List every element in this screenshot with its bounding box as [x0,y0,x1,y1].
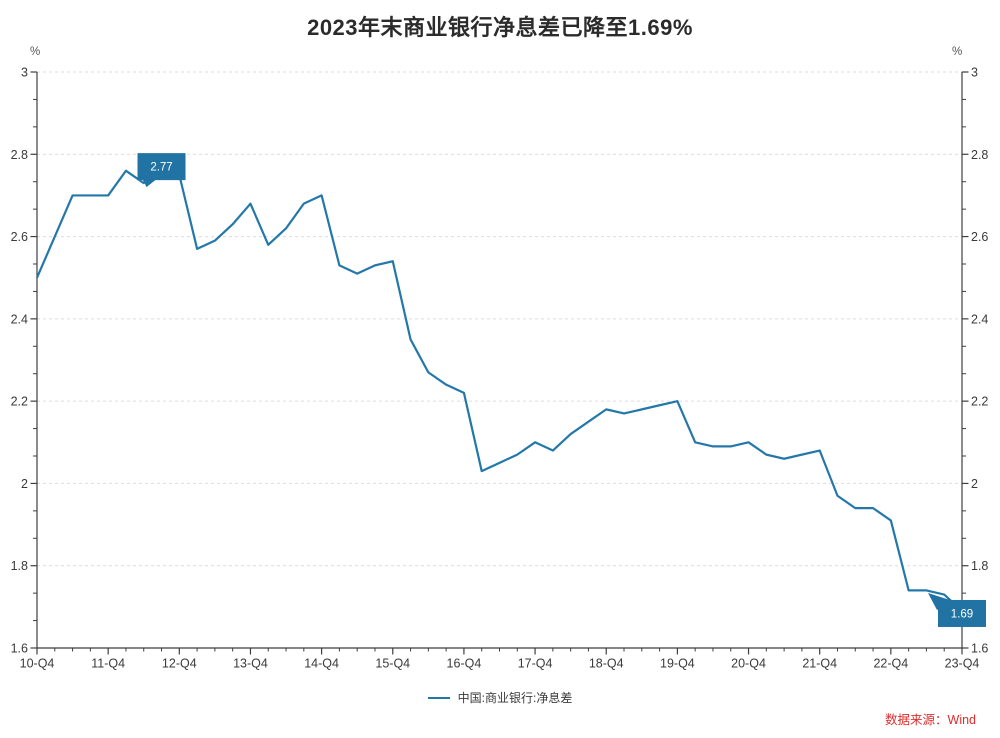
svg-text:14-Q4: 14-Q4 [304,657,339,671]
svg-text:1.8: 1.8 [11,559,28,573]
svg-text:1.6: 1.6 [971,642,988,656]
svg-text:2: 2 [971,477,978,491]
svg-text:2.8: 2.8 [971,148,988,162]
svg-text:2.77: 2.77 [150,162,172,174]
svg-text:2: 2 [21,477,28,491]
svg-text:2.8: 2.8 [11,148,28,162]
svg-text:10-Q4: 10-Q4 [20,657,55,671]
svg-text:19-Q4: 19-Q4 [660,657,695,671]
y-axis-unit-left: % [30,46,41,58]
svg-text:17-Q4: 17-Q4 [518,657,553,671]
y-axis-ticks: 3 3 2.8 2.8 2.6 2.6 2.4 2.4 2.2 2.2 2 2 1.8 1.8 1.6 1.6 [11,66,989,656]
svg-text:2.4: 2.4 [971,312,988,326]
svg-text:16-Q4: 16-Q4 [447,657,482,671]
legend-line-marker [427,696,450,699]
data-label-1.69: 1.69 [928,592,986,627]
x-axis-ticks: 10-Q4 11-Q4 12-Q4 13-Q4 14-Q4 15-Q4 16-Q4 17-Q4… [20,648,980,671]
y-gridlines [37,71,962,567]
svg-text:1.8: 1.8 [971,559,988,573]
svg-text:2.4: 2.4 [11,312,28,326]
y-axis-unit-right: % [952,46,963,58]
svg-text:15-Q4: 15-Q4 [375,657,410,671]
data-label-2.77: 2.77 [137,153,186,188]
svg-text:3: 3 [21,66,28,80]
data-source: 数据来源：Wind [885,713,976,727]
legend: 中国:商业银行:净息差 [0,689,1000,706]
svg-text:2.6: 2.6 [11,230,28,244]
svg-text:1.6: 1.6 [11,642,28,656]
svg-text:13-Q4: 13-Q4 [233,657,268,671]
svg-text:2.2: 2.2 [11,395,28,409]
series-line-nim [35,165,963,612]
svg-text:2.6: 2.6 [971,230,988,244]
svg-text:18-Q4: 18-Q4 [589,657,624,671]
svg-text:12-Q4: 12-Q4 [162,657,197,671]
svg-text:2.2: 2.2 [971,395,988,409]
svg-text:23-Q4: 23-Q4 [945,657,980,671]
legend-label: 中国:商业银行:净息差 [457,691,573,705]
svg-text:3: 3 [971,66,978,80]
chart-title: 2023年末商业银行净息差已降至1.69% [307,15,693,40]
svg-text:20-Q4: 20-Q4 [731,657,766,671]
svg-text:1.69: 1.69 [951,608,973,620]
svg-text:21-Q4: 21-Q4 [802,657,837,671]
svg-text:22-Q4: 22-Q4 [873,657,908,671]
svg-text:11-Q4: 11-Q4 [91,657,125,671]
